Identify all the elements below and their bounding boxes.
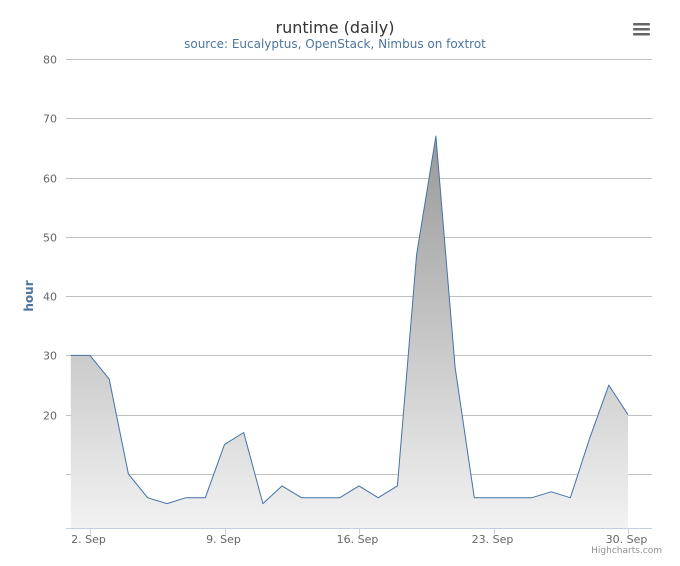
series [70,135,629,528]
x-tick-label: 9. Sep [206,533,241,546]
y-tick-label: 80 [43,54,57,67]
chart-subtitle: source: Eucalyptus, OpenStack, Nimbus on… [184,37,486,51]
y-tick-label: 50 [43,232,57,245]
menu-button[interactable] [628,16,656,42]
x-tick-label: 2. Sep [71,533,106,546]
y-tick-label: 60 [43,173,57,186]
x-tick-label: 30. Sep [606,533,648,546]
credits-link[interactable]: Highcharts.com [591,546,662,556]
y-tick-label: 40 [43,291,57,304]
y-tick-label: 30 [43,350,57,363]
y-axis-title: hour [22,280,36,311]
y-tick-label: 20 [43,410,57,423]
series-area [70,136,629,528]
series-line [70,135,629,505]
chart-title: runtime (daily) [276,18,395,37]
x-tick-label: 16. Sep [337,533,379,546]
grid [66,59,652,475]
x-tick-label: 23. Sep [472,533,514,546]
y-tick-label: 70 [43,113,57,126]
menu-icon [633,23,650,36]
axes: 20 30 40 50 60 70 80 2. Sep 9. Sep 16. Sep 23. Sep… [43,54,652,546]
